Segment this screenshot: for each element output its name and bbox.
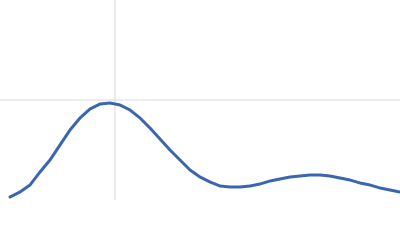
page: {"chart_data": {"type": "line", "x": [0.…: [0, 0, 400, 200]
chart: [0, 0, 400, 200]
data-line: [8, 101, 400, 199]
